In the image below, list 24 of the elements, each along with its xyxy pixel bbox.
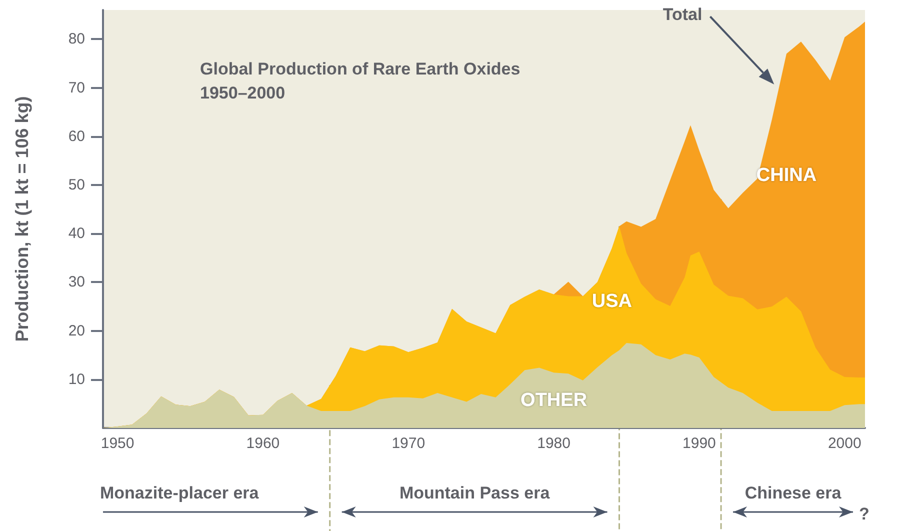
annotation: Total bbox=[662, 5, 702, 24]
text: Mountain Pass era bbox=[399, 484, 550, 502]
series-label: OTHER bbox=[520, 390, 588, 411]
x-tick-label: 1990 bbox=[682, 435, 716, 452]
series-label: USA bbox=[592, 291, 632, 312]
text: Monazite-placer era bbox=[100, 484, 260, 502]
text: Chinese era bbox=[744, 484, 842, 502]
x-tick-label: 2000 bbox=[828, 435, 862, 452]
x-tick-label: 1960 bbox=[246, 435, 280, 452]
series-label: CHINA bbox=[756, 164, 817, 186]
y-tick-label: 70 bbox=[68, 79, 85, 96]
x-tick-label: 1950 bbox=[100, 435, 134, 452]
y-tick-label: 20 bbox=[68, 322, 85, 340]
y-tick-label: 60 bbox=[68, 128, 85, 145]
text: ? bbox=[859, 504, 870, 524]
y-tick-label: 10 bbox=[68, 370, 85, 388]
y-tick-label: 40 bbox=[68, 225, 85, 242]
x-tick-label: 1980 bbox=[537, 435, 570, 452]
x-tick-label: 1970 bbox=[392, 435, 426, 452]
text: Global Production of Rare Earth Oxides 1950–2000 bbox=[200, 60, 520, 102]
y-tick-label: 50 bbox=[68, 176, 85, 194]
y-tick-label: 30 bbox=[68, 274, 85, 291]
y-tick-label: 80 bbox=[68, 30, 85, 48]
y-axis-title: Production, kt (1 kt = 106 kg) bbox=[12, 96, 32, 342]
